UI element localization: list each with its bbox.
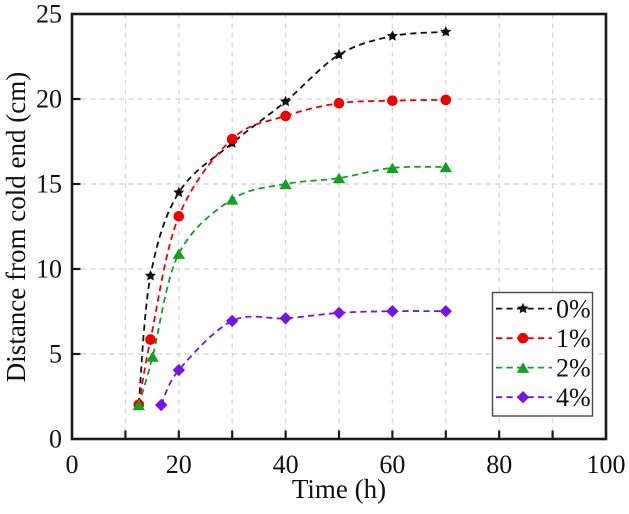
- svg-text:20: 20: [166, 450, 192, 479]
- svg-text:1%: 1%: [556, 324, 591, 353]
- svg-text:0: 0: [49, 425, 62, 454]
- svg-text:0: 0: [66, 450, 79, 479]
- svg-text:2%: 2%: [556, 353, 591, 382]
- svg-text:Time (h): Time (h): [292, 474, 386, 504]
- svg-text:20: 20: [36, 85, 62, 114]
- svg-text:4%: 4%: [556, 383, 591, 412]
- svg-text:0%: 0%: [556, 294, 591, 323]
- svg-text:15: 15: [36, 170, 62, 199]
- svg-text:25: 25: [36, 0, 62, 29]
- svg-text:80: 80: [486, 450, 512, 479]
- svg-text:100: 100: [587, 450, 626, 479]
- svg-text:5: 5: [49, 340, 62, 369]
- svg-text:10: 10: [36, 255, 62, 284]
- svg-text:40: 40: [273, 450, 299, 479]
- svg-text:60: 60: [379, 450, 405, 479]
- svg-text:Distance from cold end (cm): Distance from cold end (cm): [1, 72, 31, 382]
